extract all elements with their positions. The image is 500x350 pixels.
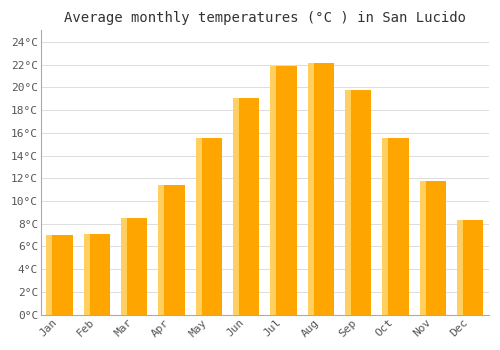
Bar (457, 220, 463, 315)
Bar (345, 90, 351, 315)
Bar (270, 66, 276, 315)
Bar (233, 98, 239, 315)
Bar (457, 220, 483, 315)
Bar (308, 63, 314, 315)
Bar (196, 139, 222, 315)
Bar (84, 234, 110, 315)
Bar (84, 234, 89, 315)
Bar (121, 218, 148, 315)
Bar (121, 218, 127, 315)
Bar (345, 90, 372, 315)
Bar (196, 139, 202, 315)
Bar (308, 63, 334, 315)
Bar (420, 181, 446, 315)
Bar (420, 181, 426, 315)
Bar (158, 185, 164, 315)
Bar (158, 185, 184, 315)
Bar (46, 235, 52, 315)
Bar (382, 139, 408, 315)
Title: Average monthly temperatures (°C ) in San Lucido: Average monthly temperatures (°C ) in Sa… (64, 11, 466, 25)
Bar (46, 235, 72, 315)
Bar (270, 66, 296, 315)
Bar (382, 139, 388, 315)
Bar (233, 98, 260, 315)
